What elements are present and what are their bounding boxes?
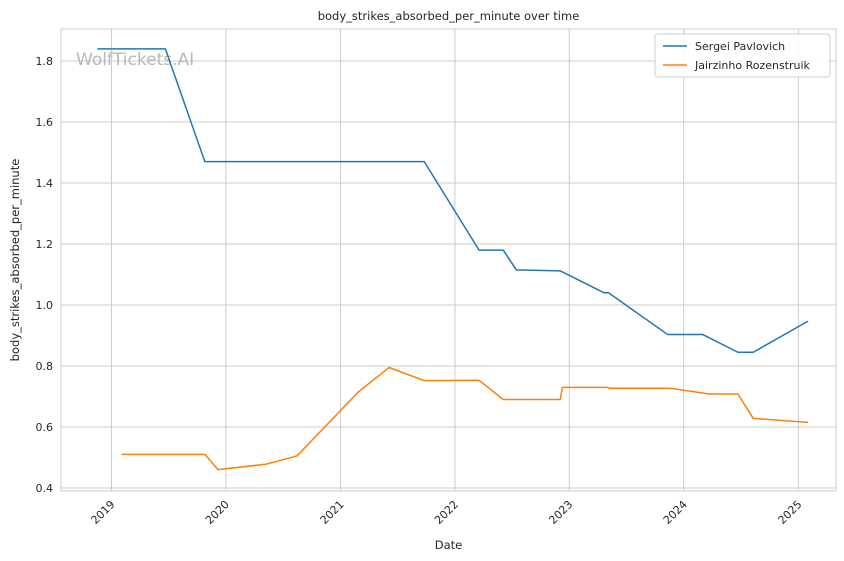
y-tick-label: 0.4 xyxy=(36,482,54,495)
y-tick-label: 0.8 xyxy=(36,360,54,373)
chart-title: body_strikes_absorbed_per_minute over ti… xyxy=(318,9,580,23)
y-axis-ticks: 0.4 0.6 0.8 1.0 1.2 1.4 1.6 1.8 xyxy=(36,55,54,495)
grid xyxy=(61,29,836,491)
x-axis-label: Date xyxy=(435,538,463,552)
series-layer xyxy=(97,48,809,471)
plot-frame xyxy=(60,28,837,492)
legend-label: Sergei Pavlovich xyxy=(695,40,785,53)
y-axis-label: body_strikes_absorbed_per_minute xyxy=(8,159,22,362)
y-tick-label: 0.6 xyxy=(36,421,54,434)
series-line-1 xyxy=(97,48,809,353)
y-tick-label: 1.6 xyxy=(36,116,54,129)
y-tick-label: 1.0 xyxy=(36,299,54,312)
y-tick-label: 1.2 xyxy=(36,238,54,251)
legend-label: Jairzinho Rozenstruik xyxy=(694,59,811,72)
legend: Sergei Pavlovich Jairzinho Rozenstruik xyxy=(654,33,831,78)
watermark-text: WolfTickets.AI xyxy=(76,50,194,70)
y-tick-label: 1.8 xyxy=(36,55,54,68)
legend-box xyxy=(654,33,831,78)
y-tick-label: 1.4 xyxy=(36,177,54,190)
series-line-2 xyxy=(121,366,809,471)
